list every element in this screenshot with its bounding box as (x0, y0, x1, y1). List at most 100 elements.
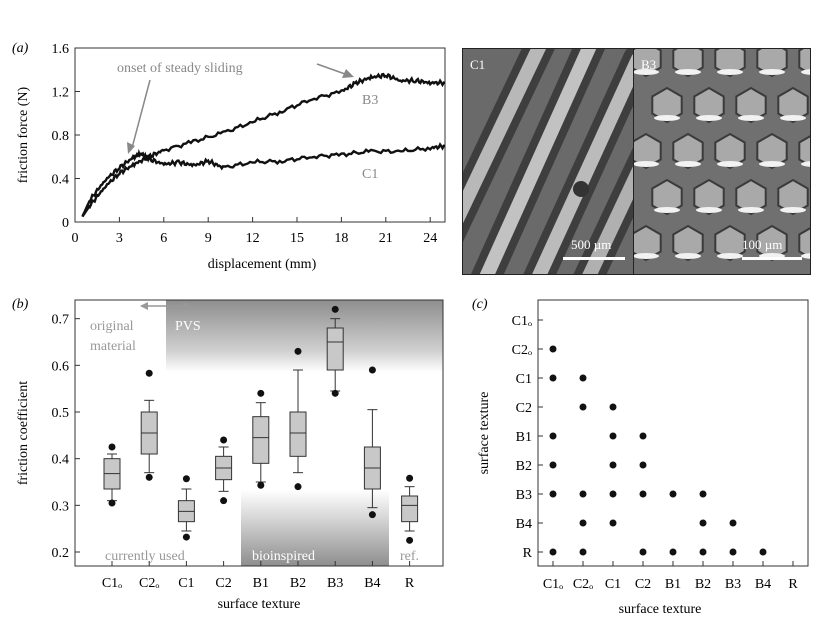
hex-highlight (801, 253, 810, 259)
hex-highlight (634, 69, 659, 75)
c-point (609, 403, 617, 411)
hex-highlight (634, 253, 659, 259)
c-point (579, 490, 587, 498)
panel-a-xlabel: displacement (mm) (208, 257, 317, 272)
c-ytick-label: R (523, 546, 533, 561)
c-point (609, 461, 617, 469)
c-point (609, 490, 617, 498)
hex-pillar (693, 178, 725, 216)
c-xtick-label: C1ₒ (543, 577, 563, 592)
b-outlier (108, 499, 116, 507)
b-outlier (406, 536, 414, 544)
a-xtick-label: 0 (72, 231, 79, 246)
a-xtick-label: 3 (116, 231, 123, 246)
b-ytick-label: 0.6 (52, 359, 70, 374)
hex-highlight (654, 115, 680, 121)
b-outlier (145, 473, 153, 481)
hex-highlight (759, 69, 785, 75)
scale-bar-500um (563, 257, 625, 260)
label-currently-used: currently used (105, 549, 185, 564)
hex-highlight (675, 69, 701, 75)
b-ytick-label: 0.4 (52, 453, 70, 468)
c-point (549, 461, 557, 469)
hex-pillar (634, 49, 662, 78)
hex-highlight (634, 161, 659, 167)
b-xtick-label: C2 (215, 576, 231, 591)
b-outlier (257, 481, 265, 489)
panel-c-chart: C1ₒ C2ₒ C1 C2 B1 B2 B3 B4 R C1ₒ C2ₒ C1 C2 B1 B2 B3 B4 R s… (477, 299, 809, 617)
range-arrow-right (183, 302, 191, 310)
hex-highlight (738, 207, 764, 213)
hex-pillar (634, 224, 662, 262)
a-xtick-label: 21 (379, 231, 393, 246)
b-xtick-label: C1 (178, 576, 194, 591)
hex-highlight (717, 69, 743, 75)
b-xtick-label: B4 (364, 576, 380, 591)
onset-arrow-line (131, 79, 151, 149)
a-ytick-label: 0.8 (52, 129, 70, 144)
panel-label-b: (b) (12, 297, 29, 312)
panel-c-ylabel: surface texture (477, 392, 492, 475)
hex-pillar (777, 86, 809, 124)
panel-c-xlabel: surface texture (619, 602, 702, 617)
c-point (579, 548, 587, 556)
b-outlier (368, 511, 376, 519)
a-ytick-label: 0.4 (52, 173, 70, 188)
c-ytick-label: B2 (516, 459, 532, 474)
hex-highlight (738, 115, 764, 121)
c-point (579, 519, 587, 527)
label-ref: ref. (400, 549, 419, 564)
b-outlier (294, 347, 302, 355)
panel-a-ylabel: friction force (N) (16, 86, 31, 183)
hex-highlight (801, 161, 810, 167)
b-box (289, 411, 307, 457)
hex-pillar (672, 224, 704, 262)
hex-pillar (777, 178, 809, 216)
hex-highlight (675, 253, 701, 259)
b-ytick-label: 0.3 (52, 499, 70, 514)
annotation-b3: B3 (362, 93, 378, 108)
hex-pillar (756, 132, 788, 170)
hex-highlight (696, 207, 722, 213)
hex-highlight (696, 115, 722, 121)
steady-arrow-head (342, 69, 354, 78)
scale-label-100um: 100 µm (742, 237, 783, 252)
b-ytick-label: 0.2 (52, 546, 70, 561)
c-point (729, 519, 737, 527)
c-point (639, 548, 647, 556)
c-xtick-label: B2 (695, 577, 711, 592)
label-original: original (90, 319, 134, 334)
c-ytick-label: C1ₒ (512, 314, 532, 329)
c-point (699, 490, 707, 498)
hex-pillar (714, 224, 746, 262)
hex-highlight (759, 161, 785, 167)
micrograph-c1-label: C1 (470, 57, 486, 72)
a-ytick-label: 1.6 (52, 42, 70, 57)
bioinspired-region (241, 490, 389, 566)
b-outlier (220, 497, 228, 505)
b-box (401, 495, 419, 523)
hex-pillar (672, 49, 704, 78)
a-series-C1 (81, 142, 446, 218)
c-point (639, 490, 647, 498)
c-point (699, 519, 707, 527)
b-xtick-label: B2 (290, 576, 306, 591)
hex-highlight (675, 161, 701, 167)
a-xtick-label: 18 (334, 231, 348, 246)
hex-highlight (801, 69, 810, 75)
c-point (579, 374, 587, 382)
c-point (609, 519, 617, 527)
hex-pillar (693, 86, 725, 124)
hex-pillar (798, 227, 810, 259)
scale-bar-100um (742, 257, 802, 260)
c-point (549, 345, 557, 353)
b-outlier (368, 366, 376, 374)
b-box (252, 416, 270, 464)
b-xtick-label: B1 (253, 576, 269, 591)
hex-highlight (654, 207, 680, 213)
b-outlier (406, 474, 414, 482)
c-xtick-label: B1 (665, 577, 681, 592)
hex-pillar (672, 132, 704, 170)
panel-label-a: (a) (12, 41, 29, 56)
